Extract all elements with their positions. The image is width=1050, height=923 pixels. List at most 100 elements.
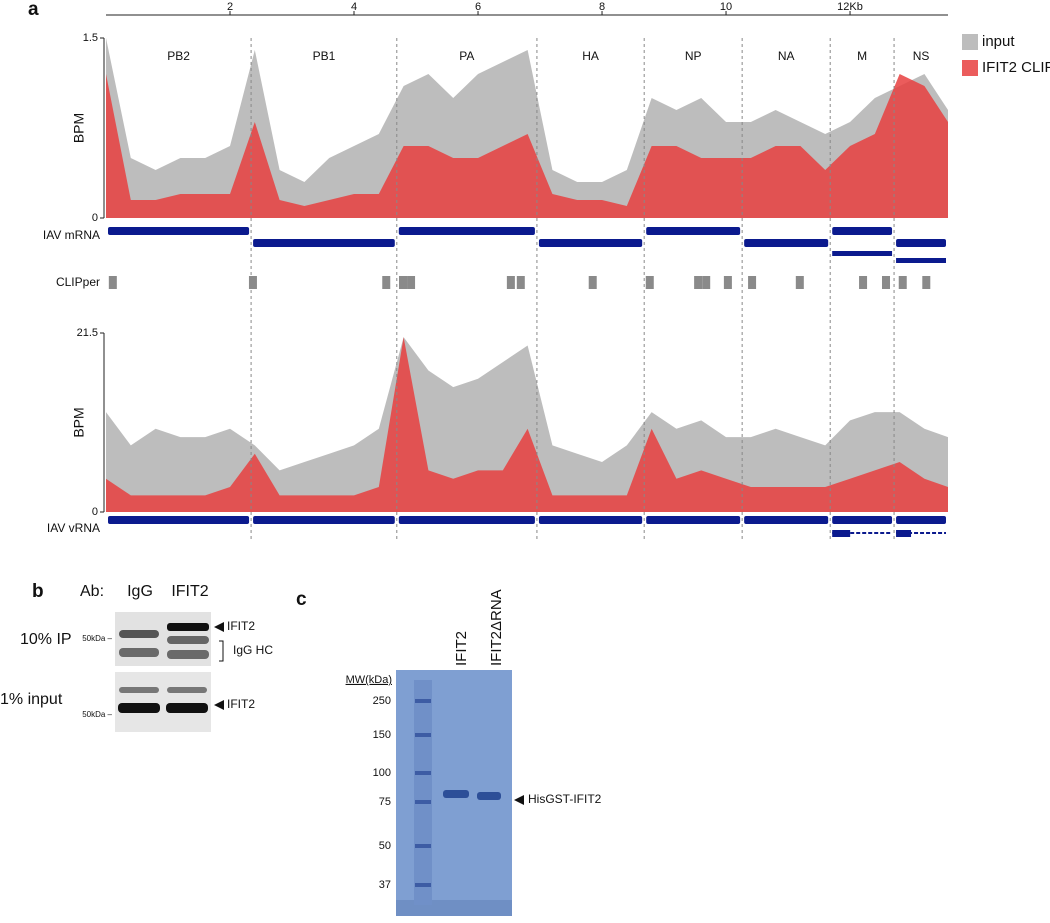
- segment-label: NP: [685, 49, 702, 63]
- lane-label: IFIT2: [453, 631, 470, 666]
- segment-label: PA: [459, 49, 474, 63]
- clipper-peak: [588, 276, 597, 289]
- ladder-band: [415, 883, 431, 887]
- legend-swatch: [962, 60, 978, 76]
- gene-bar: [744, 516, 829, 524]
- mw-label: MW(kDa): [346, 674, 392, 686]
- coverage-area: [106, 337, 948, 512]
- legend-swatch: [962, 34, 978, 50]
- clipper-peak: [382, 276, 391, 289]
- legend-label: IFIT2 CLIP: [982, 59, 1050, 76]
- clipper-peak: [881, 276, 890, 289]
- gene-bar: [832, 530, 851, 537]
- panel-label: b: [32, 581, 44, 602]
- clipper-peak: [516, 276, 525, 289]
- input-label: 1% input: [0, 691, 63, 708]
- band-label: HisGST-IFIT2: [528, 792, 602, 806]
- y-axis-label: BPM: [71, 407, 87, 437]
- marker-label: 50kDa –: [82, 710, 112, 719]
- y-tick-label: 21.5: [77, 327, 98, 339]
- lane-label: IFIT2ΔRNA: [488, 589, 505, 666]
- gene-bar: [896, 239, 946, 247]
- lane-label: IgG: [127, 583, 153, 600]
- x-tick-label: 6: [475, 1, 481, 13]
- clipper-peak: [748, 276, 757, 289]
- gene-bar: [108, 516, 250, 524]
- gene-bar: [896, 258, 946, 263]
- y-axis-label: BPM: [71, 113, 87, 143]
- lane-label: IFIT2: [171, 583, 208, 600]
- gene-bar: [896, 530, 912, 537]
- mw-marker: 50: [379, 840, 391, 852]
- track-label: IAV vRNA: [47, 521, 100, 535]
- gene-bar: [832, 516, 893, 524]
- coverage-area: [106, 337, 948, 512]
- blot: [115, 612, 224, 732]
- gene-bar: [398, 227, 535, 235]
- clipper-peak: [702, 276, 711, 289]
- segment-label: M: [857, 49, 867, 63]
- ladder-band: [415, 699, 431, 703]
- gene-bar: [398, 516, 535, 524]
- clipper-peak: [407, 276, 416, 289]
- gene-bar: [538, 516, 643, 524]
- clipper-peak: [694, 276, 703, 289]
- clipper-peak: [898, 276, 907, 289]
- segment-label: NA: [778, 49, 795, 63]
- gel: [396, 670, 524, 916]
- gene-bar: [896, 516, 946, 524]
- gene-bar: [744, 239, 829, 247]
- y-tick-label: 1.5: [83, 32, 98, 44]
- x-tick-label: 2: [227, 1, 233, 13]
- panel-label: a: [28, 0, 39, 20]
- band-label: IgG HC: [233, 643, 273, 657]
- clipper-peak: [723, 276, 732, 289]
- clipper-peak: [398, 276, 407, 289]
- mw-marker: 150: [373, 729, 391, 741]
- band-label: IFIT2: [227, 619, 255, 633]
- gene-bar: [832, 227, 893, 235]
- band-label: IFIT2: [227, 697, 255, 711]
- x-tick-label: 10: [720, 1, 732, 13]
- ab-label: Ab:: [80, 583, 104, 600]
- ip-label: 10% IP: [20, 631, 72, 648]
- segment-label: PB2: [167, 49, 190, 63]
- coverage-area: [106, 74, 948, 218]
- clipper-peak: [922, 276, 931, 289]
- y-tick-label: 0: [92, 506, 98, 518]
- clipper-peak: [506, 276, 515, 289]
- gene-bar: [108, 227, 250, 235]
- ladder-band: [415, 771, 431, 775]
- gene-bar: [646, 516, 741, 524]
- gene-bar: [538, 239, 643, 247]
- clipper-peak: [248, 276, 257, 289]
- mw-marker: 100: [373, 767, 391, 779]
- mw-marker: 250: [373, 695, 391, 707]
- gene-bar: [253, 239, 395, 247]
- clipper-peak: [645, 276, 654, 289]
- gene-bar: [253, 516, 395, 524]
- x-tick-label: 8: [599, 1, 605, 13]
- mw-marker: 75: [379, 796, 391, 808]
- ladder-band: [415, 800, 431, 804]
- segment-label: PB1: [313, 49, 336, 63]
- legend-label: input: [982, 33, 1015, 50]
- clipper-peak: [795, 276, 804, 289]
- y-tick-label: 0: [92, 212, 98, 224]
- gene-bar: [832, 251, 893, 256]
- x-tick-label: 12Kb: [837, 1, 863, 13]
- segment-label: HA: [582, 49, 599, 63]
- x-tick-label: 4: [351, 1, 357, 13]
- track-label: IAV mRNA: [43, 228, 100, 242]
- segment-label: NS: [913, 49, 930, 63]
- mw-marker: 37: [379, 879, 391, 891]
- panel-label: c: [296, 589, 307, 610]
- ladder-band: [415, 844, 431, 848]
- clipper-label: CLIPper: [56, 275, 100, 289]
- ladder-band: [415, 733, 431, 737]
- clipper-peak: [108, 276, 117, 289]
- gene-bar: [646, 227, 741, 235]
- clipper-peak: [859, 276, 868, 289]
